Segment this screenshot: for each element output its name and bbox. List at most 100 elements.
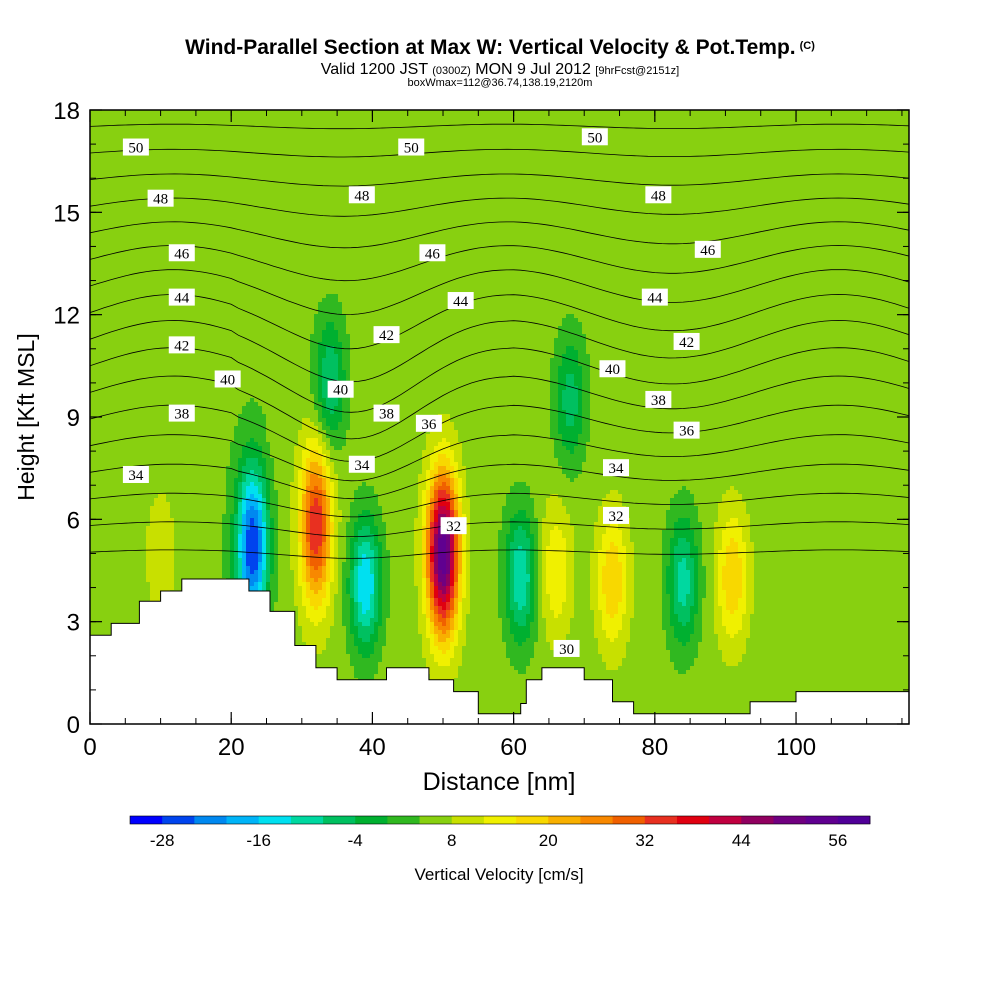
velocity-cell: [202, 298, 207, 303]
velocity-cell: [110, 206, 115, 211]
velocity-cell: [94, 234, 99, 239]
velocity-cell: [134, 410, 139, 415]
velocity-cell: [146, 210, 151, 215]
velocity-cell: [198, 534, 203, 539]
velocity-cell: [214, 170, 219, 175]
velocity-cell: [142, 554, 147, 559]
velocity-cell: [150, 150, 155, 155]
velocity-cell: [154, 358, 159, 363]
velocity-cell: [114, 162, 119, 167]
velocity-cell: [194, 446, 199, 451]
velocity-cell: [202, 494, 207, 499]
velocity-cell: [110, 602, 115, 607]
velocity-cell: [202, 154, 207, 159]
velocity-cell: [178, 174, 183, 179]
velocity-cell: [130, 534, 135, 539]
velocity-cell: [146, 306, 151, 311]
velocity-cell: [174, 306, 179, 311]
velocity-cell: [162, 466, 167, 471]
velocity-cell: [118, 298, 123, 303]
velocity-cell: [210, 506, 215, 511]
velocity-cell: [178, 522, 183, 527]
velocity-cell: [158, 318, 163, 323]
velocity-cell: [146, 126, 151, 131]
velocity-cell: [102, 502, 107, 507]
velocity-cell: [102, 218, 107, 223]
velocity-cell: [142, 242, 147, 247]
velocity-cell: [110, 322, 115, 327]
velocity-cell: [166, 582, 171, 587]
velocity-cell: [190, 266, 195, 271]
velocity-cell: [162, 550, 167, 555]
velocity-cell: [142, 386, 147, 391]
velocity-cell: [198, 142, 203, 147]
velocity-cell: [106, 294, 111, 299]
velocity-cell: [102, 570, 107, 575]
velocity-cell: [194, 362, 199, 367]
velocity-cell: [182, 158, 187, 163]
velocity-cell: [106, 326, 111, 331]
velocity-cell: [150, 130, 155, 135]
velocity-cell: [154, 386, 159, 391]
velocity-cell: [130, 222, 135, 227]
velocity-cell: [170, 454, 175, 459]
velocity-cell: [178, 198, 183, 203]
velocity-cell: [150, 298, 155, 303]
velocity-cell: [102, 490, 107, 495]
velocity-cell: [146, 510, 151, 515]
velocity-cell: [158, 134, 163, 139]
velocity-cell: [162, 430, 167, 435]
velocity-cell: [134, 330, 139, 335]
velocity-cell: [106, 558, 111, 563]
velocity-cell: [174, 162, 179, 167]
velocity-cell: [150, 586, 155, 591]
velocity-cell: [182, 558, 187, 563]
velocity-cell: [146, 502, 151, 507]
velocity-cell: [214, 202, 219, 207]
velocity-cell: [202, 386, 207, 391]
velocity-cell: [182, 186, 187, 191]
velocity-cell: [130, 486, 135, 491]
velocity-cell: [102, 566, 107, 571]
velocity-cell: [190, 466, 195, 471]
velocity-cell: [162, 174, 167, 179]
velocity-cell: [134, 118, 139, 123]
velocity-cell: [174, 550, 179, 555]
velocity-cell: [162, 314, 167, 319]
velocity-cell: [150, 458, 155, 463]
velocity-cell: [206, 434, 211, 439]
velocity-cell: [106, 258, 111, 263]
velocity-cell: [118, 554, 123, 559]
velocity-cell: [194, 238, 199, 243]
velocity-cell: [186, 354, 191, 359]
velocity-cell: [126, 558, 131, 563]
velocity-cell: [190, 134, 195, 139]
velocity-cell: [122, 254, 127, 259]
velocity-cell: [114, 298, 119, 303]
velocity-cell: [158, 262, 163, 267]
velocity-cell: [218, 114, 223, 119]
velocity-cell: [142, 418, 147, 423]
velocity-cell: [206, 250, 211, 255]
velocity-cell: [162, 142, 167, 147]
velocity-cell: [118, 266, 123, 271]
velocity-cell: [214, 538, 219, 543]
velocity-cell: [158, 306, 163, 311]
velocity-cell: [214, 398, 219, 403]
velocity-cell: [186, 130, 191, 135]
velocity-cell: [218, 246, 223, 251]
velocity-cell: [118, 338, 123, 343]
velocity-cell: [162, 354, 167, 359]
velocity-cell: [114, 270, 119, 275]
velocity-cell: [118, 182, 123, 187]
velocity-cell: [206, 266, 211, 271]
velocity-cell: [106, 362, 111, 367]
velocity-cell: [210, 158, 215, 163]
velocity-cell: [94, 274, 99, 279]
velocity-cell: [174, 358, 179, 363]
velocity-cell: [206, 142, 211, 147]
velocity-cell: [206, 566, 211, 571]
velocity-cell: [142, 302, 147, 307]
velocity-cell: [202, 414, 207, 419]
velocity-cell: [122, 614, 127, 619]
